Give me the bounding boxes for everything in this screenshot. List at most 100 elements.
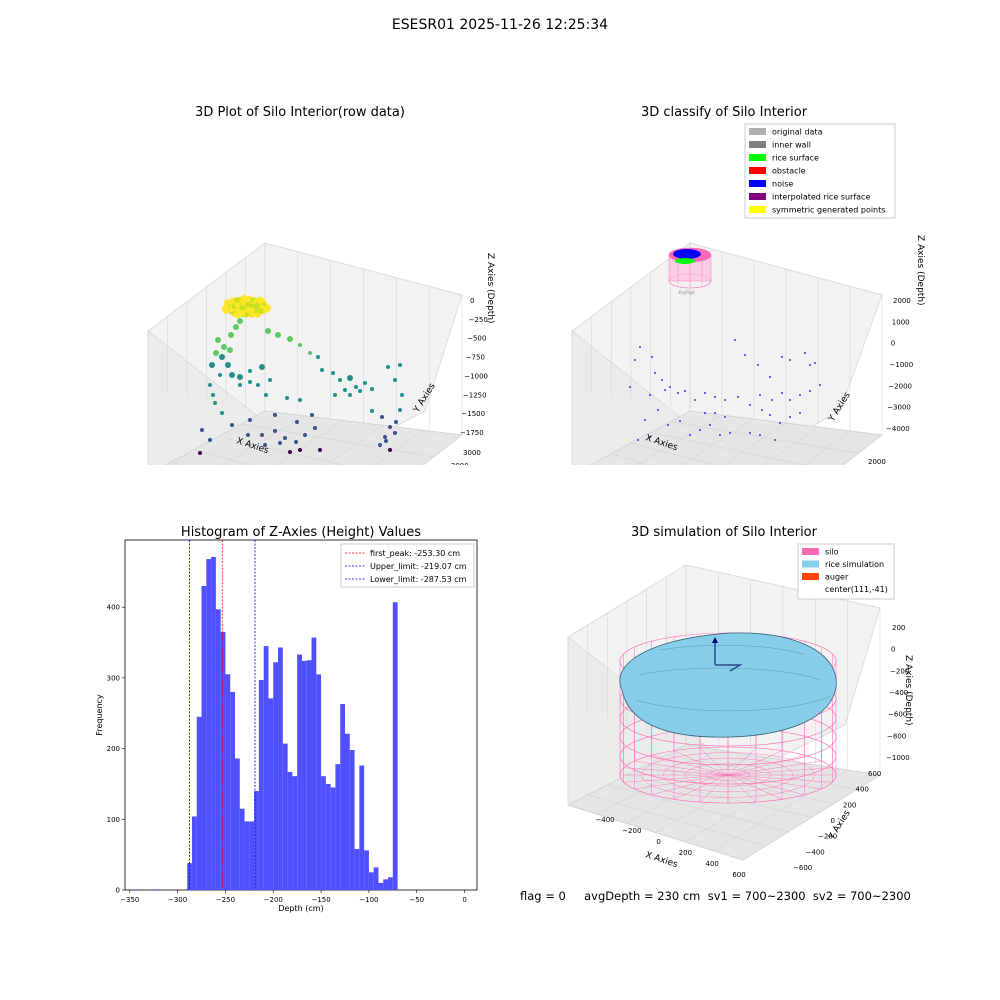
hist-bar bbox=[153, 889, 159, 890]
classify-z-label: Z Axies (Depth) bbox=[915, 235, 925, 306]
hist-bar bbox=[306, 660, 312, 890]
sim-z-ticks: 200 0 −200 −400 −600 −800 −1000 bbox=[886, 624, 910, 762]
raw-point bbox=[239, 297, 246, 304]
classify-z-tick: 2000 bbox=[893, 297, 911, 305]
classify-noise-point bbox=[809, 390, 811, 392]
raw-z-tick: −1750 bbox=[460, 429, 484, 437]
hist-vlines bbox=[189, 540, 256, 890]
classify-z-tick: 1000 bbox=[892, 318, 910, 326]
classify-z-ticks: 2000 1000 0 −1000 −2000 −3000 −4000 bbox=[886, 297, 913, 433]
classify-noise-point bbox=[737, 396, 739, 398]
hist-bar bbox=[258, 680, 264, 890]
raw-point bbox=[288, 450, 292, 454]
hist-bar bbox=[191, 816, 197, 890]
raw-point bbox=[294, 440, 298, 444]
hist-bar bbox=[311, 637, 317, 890]
hist-bar bbox=[378, 882, 384, 890]
raw-point bbox=[229, 372, 235, 378]
sim-z-tick: −800 bbox=[887, 732, 906, 740]
hist-y-label: Frequency bbox=[95, 694, 104, 736]
raw-point bbox=[227, 347, 233, 353]
raw-point bbox=[394, 420, 398, 424]
raw-point bbox=[253, 302, 260, 309]
figure-suptitle: ESESR01 2025-11-26 12:25:34 bbox=[391, 17, 609, 33]
raw-point bbox=[221, 344, 227, 350]
classify-noise-point bbox=[759, 394, 761, 396]
raw-point bbox=[265, 328, 271, 334]
raw-point bbox=[234, 297, 241, 304]
classify-noise-point bbox=[774, 439, 776, 441]
figure-footer: flag = 0 avgDepth = 230 cm sv1 = 700~230… bbox=[520, 889, 911, 903]
hist-bar bbox=[230, 692, 235, 890]
hist-legend-label: Upper_limit: -219.07 cm bbox=[370, 562, 467, 571]
sim-x-tick: −200 bbox=[622, 827, 641, 835]
raw-grid bbox=[147, 243, 463, 465]
raw-point bbox=[380, 415, 384, 419]
hist-title: Histogram of Z-Axies (Height) Values bbox=[181, 525, 421, 540]
hist-bar bbox=[268, 698, 274, 890]
sim-x-tick: −400 bbox=[595, 816, 614, 824]
raw-point bbox=[388, 448, 392, 452]
raw-point bbox=[268, 378, 272, 382]
hist-bar bbox=[368, 872, 374, 890]
hist-bar bbox=[292, 776, 298, 890]
raw-point bbox=[378, 443, 382, 447]
raw-point bbox=[223, 305, 230, 312]
classify-noise-point bbox=[724, 399, 726, 401]
classify-noise-point bbox=[729, 432, 731, 434]
sim-z-tick: −400 bbox=[889, 689, 908, 697]
raw-point bbox=[208, 438, 212, 442]
sim-y-label: Y Axies bbox=[827, 808, 853, 842]
raw-point bbox=[313, 426, 317, 430]
classify-noise-point bbox=[664, 389, 666, 391]
classify-noise-point bbox=[759, 434, 761, 436]
classify-noise-point bbox=[789, 416, 791, 418]
raw-point bbox=[386, 365, 390, 369]
classify-z-tick: 0 bbox=[891, 340, 895, 348]
hist-bar bbox=[211, 556, 216, 890]
classify-legend-swatch bbox=[749, 167, 766, 174]
hist-bar bbox=[282, 743, 288, 890]
raw-point bbox=[298, 448, 302, 452]
raw-point bbox=[237, 374, 243, 380]
raw-z-label: Z Axies (Depth) bbox=[485, 253, 495, 324]
classify-noise-point bbox=[669, 386, 671, 388]
classify-legend-label: interpolated rice surface bbox=[772, 193, 870, 202]
raw-point bbox=[358, 389, 362, 393]
classify-y-tick: 2000 bbox=[868, 458, 886, 465]
hist-bar bbox=[335, 764, 341, 890]
sim-legend-label: rice simulation bbox=[825, 560, 884, 569]
hist-bar bbox=[325, 783, 331, 890]
hist-bar bbox=[225, 674, 231, 890]
raw-point bbox=[383, 435, 387, 439]
raw-point bbox=[320, 368, 324, 372]
classify-noise-point bbox=[757, 364, 759, 366]
raw-point bbox=[220, 411, 224, 415]
raw-point bbox=[200, 428, 204, 432]
hist-bar bbox=[354, 848, 360, 890]
classify-noise-point bbox=[699, 429, 701, 431]
raw-z-tick: −250 bbox=[469, 316, 488, 324]
classify-noise-point bbox=[709, 424, 711, 426]
raw-point bbox=[248, 312, 255, 318]
sim-x-label: X Axies bbox=[644, 850, 679, 870]
raw-z-tick: −1250 bbox=[463, 391, 487, 399]
classify-noise-point bbox=[704, 412, 706, 414]
raw-y-ticks: 3000200010000−1000−2000−3000−4000 bbox=[451, 449, 481, 465]
sim-z-tick: 200 bbox=[892, 624, 905, 632]
raw-z-tick: −1500 bbox=[461, 410, 485, 418]
hist-bar bbox=[316, 674, 322, 890]
sim-y-tick: 600 bbox=[868, 770, 881, 778]
classify-noise-point bbox=[657, 409, 659, 411]
classify-noise-point bbox=[734, 339, 736, 341]
panel-classify: 3D classify of Silo Interior #xyFigit −1… bbox=[571, 105, 925, 465]
raw-point bbox=[298, 343, 302, 347]
classify-noise-point bbox=[649, 436, 651, 438]
sim-x-ticks: −400 −200 0 200 400 600 bbox=[595, 816, 745, 879]
raw-point bbox=[209, 362, 215, 368]
classify-noise-point bbox=[809, 364, 811, 366]
raw-point bbox=[400, 393, 404, 397]
hist-bar bbox=[235, 758, 240, 890]
classify-noise-point bbox=[661, 379, 663, 381]
